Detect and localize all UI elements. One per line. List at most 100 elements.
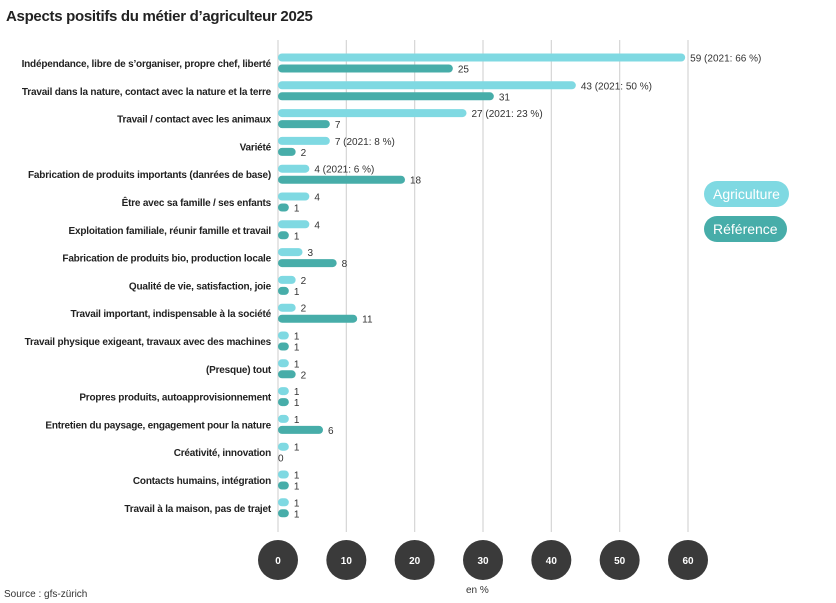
data-label: 4 (2021: 6 %) — [314, 165, 374, 176]
bar-agriculture — [278, 331, 289, 340]
bar-agriculture — [278, 359, 289, 368]
bar-agriculture — [278, 275, 296, 284]
x-axis-label: en % — [466, 585, 489, 596]
bar-reference — [278, 231, 289, 240]
bar-agriculture — [278, 136, 330, 145]
data-label: 18 — [410, 176, 422, 187]
x-tick-label: 60 — [682, 556, 694, 567]
x-tick-label: 30 — [477, 556, 489, 567]
data-label: 1 — [294, 398, 300, 409]
source-note: Source : gfs-zürich — [4, 589, 88, 600]
x-tick-circle — [531, 540, 572, 580]
category-label: Travail à la maison, pas de trajet — [124, 504, 271, 515]
category-label: Fabrication de produits importants (danr… — [28, 170, 271, 181]
data-label: 0 — [278, 454, 284, 465]
data-label: 6 — [328, 426, 334, 437]
x-tick-label: 40 — [546, 556, 558, 567]
chart-title: Aspects positifs du métier d’agriculteur… — [6, 8, 313, 25]
x-tick-circle — [463, 540, 503, 580]
x-tick-circle — [599, 540, 640, 580]
data-label: 1 — [294, 332, 300, 343]
data-label: 1 — [294, 498, 300, 509]
category-label: Travail important, indispensable à la so… — [70, 309, 271, 320]
data-label: 1 — [294, 471, 300, 482]
category-label: Travail dans la nature, contact avec la … — [22, 87, 272, 98]
data-label: 4 — [314, 220, 320, 231]
data-label: 27 (2021: 23 %) — [472, 109, 543, 120]
bar-agriculture — [278, 442, 289, 451]
data-label: 2 — [301, 370, 307, 381]
legend-reference: Référence — [704, 216, 787, 242]
bar-reference — [278, 509, 289, 518]
bar-agriculture — [278, 303, 296, 312]
category-label: (Presque) tout — [206, 365, 272, 376]
data-label: 1 — [294, 387, 300, 398]
category-label: Indépendance, libre de s’organiser, prop… — [22, 59, 272, 70]
category-label: Travail / contact avec les animaux — [117, 115, 271, 126]
category-label: Qualité de vie, satisfaction, joie — [129, 281, 272, 292]
data-label: 31 — [499, 92, 511, 103]
bar-agriculture — [278, 220, 310, 229]
data-label: 1 — [294, 287, 300, 298]
category-label: Fabrication de produits bio, production … — [62, 254, 271, 265]
bar-agriculture — [278, 81, 576, 90]
bar-reference — [278, 120, 330, 129]
bar-reference — [278, 147, 296, 156]
data-label: 43 (2021: 50 %) — [581, 81, 652, 92]
x-tick-circle — [668, 540, 708, 580]
bar-reference — [278, 203, 289, 212]
data-label: 7 (2021: 8 %) — [335, 137, 395, 148]
bar-reference — [278, 425, 323, 434]
x-tick-label: 50 — [614, 556, 626, 567]
bar-agriculture — [278, 109, 467, 118]
legend-agriculture: Agriculture — [704, 181, 789, 207]
data-label: 2 — [301, 148, 307, 159]
data-label: 1 — [294, 482, 300, 493]
data-label: 7 — [335, 120, 341, 131]
data-label: 1 — [294, 204, 300, 215]
bar-reference — [278, 481, 289, 490]
x-tick-label: 0 — [275, 556, 281, 567]
x-tick-label: 20 — [409, 556, 421, 567]
data-label: 8 — [342, 259, 348, 270]
data-label: 2 — [301, 304, 307, 315]
bar-agriculture — [278, 164, 310, 173]
bar-agriculture — [278, 470, 289, 479]
bar-agriculture — [278, 248, 303, 257]
x-tick-circle — [394, 540, 435, 580]
bar-reference — [278, 64, 453, 73]
bar-reference — [278, 175, 405, 184]
bar-reference — [278, 370, 296, 379]
bar-reference — [278, 259, 337, 268]
data-label: 25 — [458, 65, 470, 76]
data-label: 11 — [362, 315, 373, 326]
data-label: 1 — [294, 415, 300, 426]
category-label: Propres produits, autoapprovisionnement — [79, 393, 272, 404]
x-tick-circle — [326, 540, 367, 580]
bar-agriculture — [278, 498, 289, 507]
bar-reference — [278, 342, 289, 351]
category-label: Travail physique exigeant, travaux avec … — [25, 337, 272, 348]
x-tick-label: 10 — [341, 556, 353, 567]
bar-agriculture — [278, 192, 310, 201]
data-label: 4 — [314, 193, 320, 204]
data-label: 1 — [294, 359, 300, 370]
bar-agriculture — [278, 53, 686, 62]
bar-reference — [278, 286, 289, 295]
category-label: Créativité, innovation — [174, 448, 271, 459]
category-label: Variété — [240, 142, 272, 153]
bar-agriculture — [278, 414, 289, 423]
bar-reference — [278, 314, 358, 323]
data-label: 1 — [294, 231, 300, 242]
data-label: 1 — [294, 443, 300, 454]
data-label: 1 — [294, 509, 300, 520]
x-tick-circle — [258, 540, 298, 580]
category-label: Entretien du paysage, engagement pour la… — [45, 420, 271, 431]
data-label: 3 — [308, 248, 314, 259]
data-label: 59 (2021: 66 %) — [690, 54, 761, 65]
category-label: Contacts humains, intégration — [133, 476, 271, 487]
bar-reference — [278, 92, 494, 101]
bar-reference — [278, 398, 289, 407]
